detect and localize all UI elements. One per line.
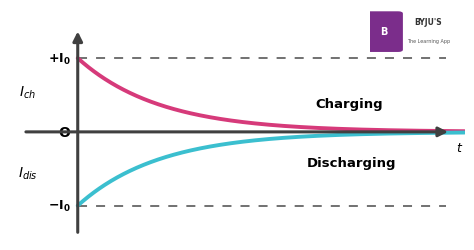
Text: $\bf{-I_0}$: $\bf{-I_0}$ [48,198,71,213]
Text: BYJU'S: BYJU'S [415,18,442,27]
Text: $\bf{+I_0}$: $\bf{+I_0}$ [48,52,71,66]
Text: $\bf{O}$: $\bf{O}$ [58,125,71,139]
Text: $\it{t}$: $\it{t}$ [456,141,464,154]
FancyBboxPatch shape [365,12,403,53]
Text: Discharging: Discharging [307,157,396,170]
Text: The Learning App: The Learning App [407,39,450,44]
Text: B: B [380,26,388,36]
Text: $I_{ch}$: $I_{ch}$ [19,84,36,100]
Text: Charging: Charging [315,98,383,111]
Text: $I_{dis}$: $I_{dis}$ [18,164,37,181]
